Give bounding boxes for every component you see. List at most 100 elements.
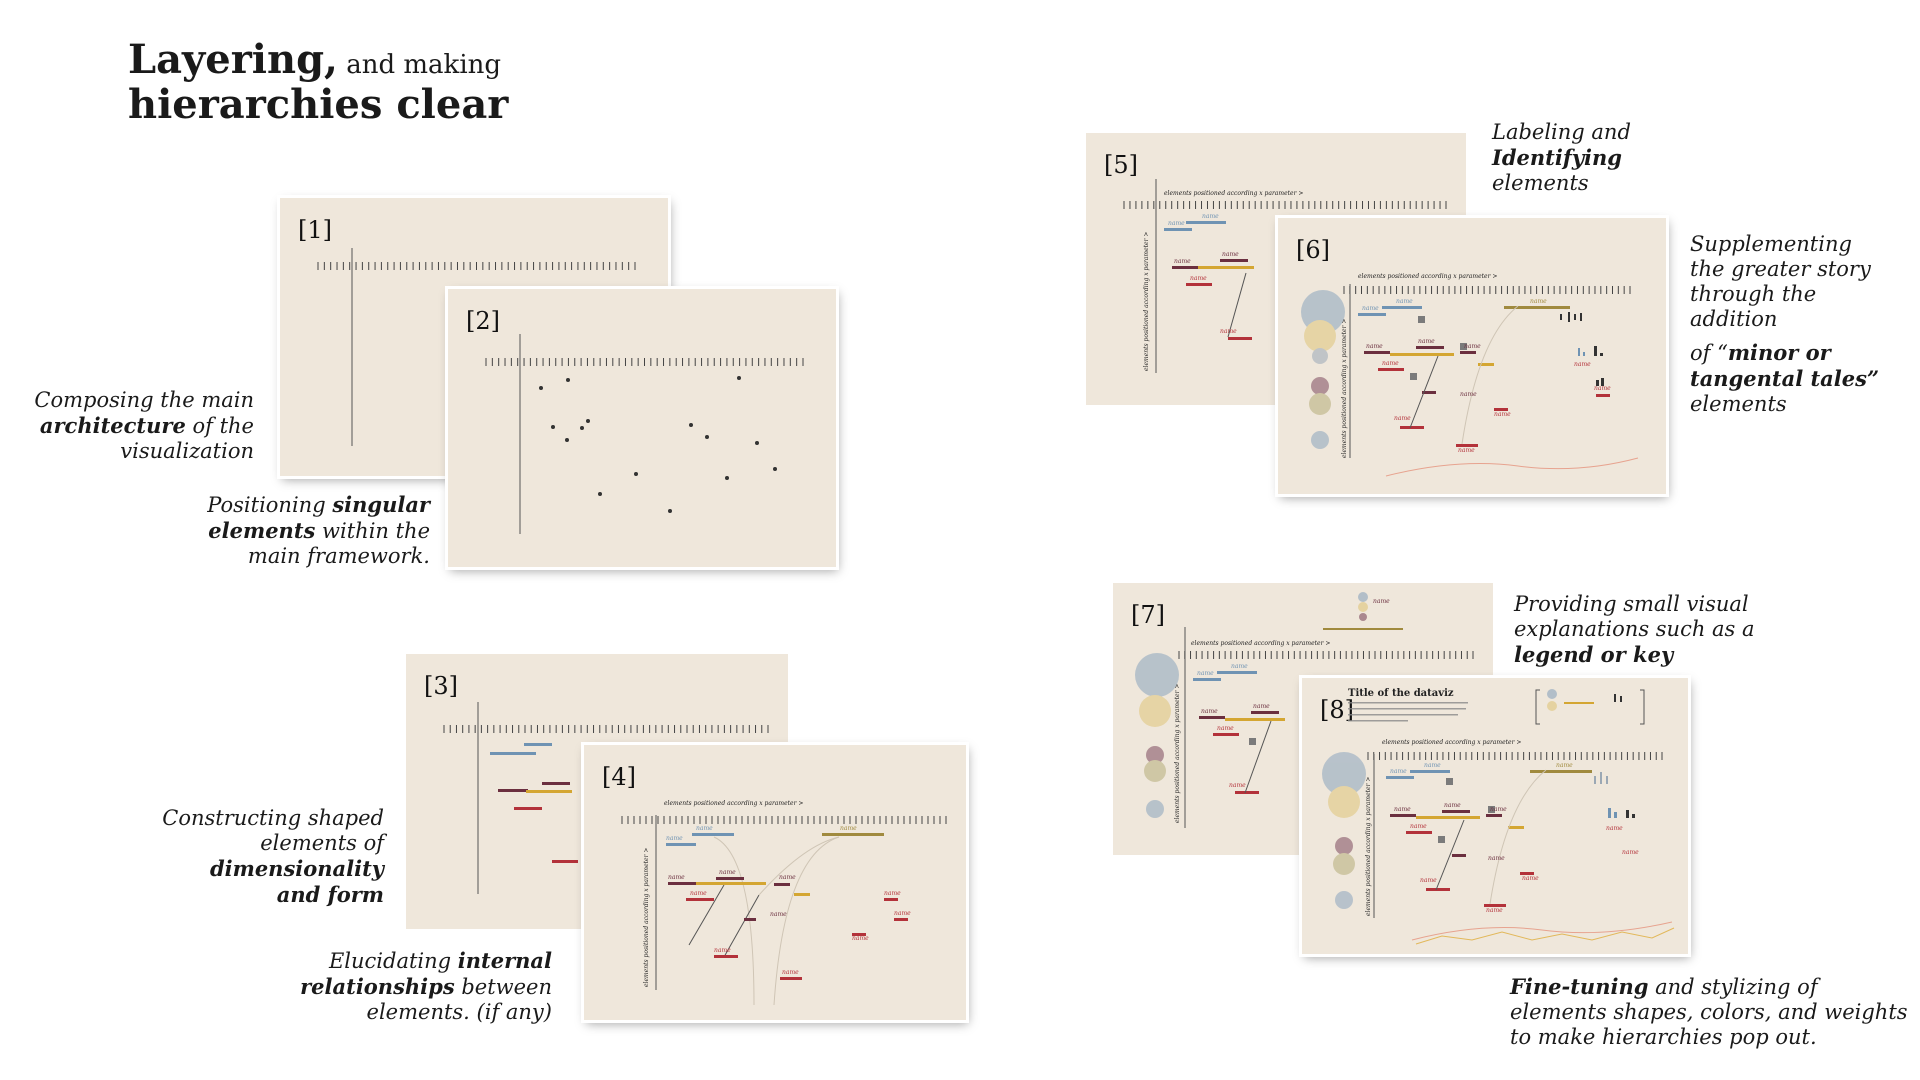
name-label: name [1458, 447, 1475, 454]
x-axis-label: elements positioned according x paramete… [664, 800, 803, 807]
caption-text: addition [1690, 307, 1778, 331]
name-label: name [668, 874, 685, 881]
name-label: name [1217, 725, 1234, 732]
caption-emphasis: elements [208, 518, 316, 543]
name-label: name [1522, 875, 1539, 882]
caption-5: Labeling and Identifying elements [1492, 120, 1692, 196]
name-label: name [1396, 298, 1413, 305]
name-label: name [1490, 806, 1507, 813]
name-label: name [1222, 251, 1239, 258]
x-axis-label: elements positioned according x paramete… [1191, 640, 1330, 647]
caption-4: Elucidating internal relationships betwe… [258, 948, 552, 1025]
name-label: name [1420, 877, 1437, 884]
caption-emphasis: legend or key [1514, 642, 1674, 667]
page-title: Layering, and making hierarchies clear [128, 37, 509, 128]
x-axis-label: elements positioned according x paramete… [1164, 190, 1303, 197]
caption-emphasis: singular [332, 492, 430, 517]
axis-ticks [1367, 752, 1663, 760]
caption-text: to make hierarchies pop out. [1510, 1025, 1817, 1049]
caption-text: through the [1690, 282, 1817, 306]
panel-2-graphic [485, 334, 804, 534]
name-label: name [1362, 305, 1379, 312]
name-label: name [1202, 213, 1219, 220]
panel-number: [6] [1296, 236, 1330, 264]
name-label: name [1220, 328, 1237, 335]
caption-7: Providing small visual explanations such… [1514, 592, 1774, 668]
name-label: name [1390, 768, 1407, 775]
panel-number: [4] [602, 763, 636, 791]
caption-text: Providing small visual [1514, 592, 1749, 616]
panel-number: [2] [466, 307, 500, 335]
axis-ticks [1123, 201, 1447, 209]
y-axis-label: elements positioned according x paramete… [1174, 684, 1181, 823]
caption-text: within the [315, 519, 430, 543]
caption-text: Labeling and [1492, 120, 1631, 144]
panel-3-graphic [443, 702, 769, 894]
name-label: name [884, 890, 901, 897]
panel-number: [1] [298, 216, 332, 244]
name-label: name [1622, 849, 1639, 856]
name-label: name [1488, 855, 1505, 862]
panel-2: [2] [448, 289, 836, 567]
panel-6-graphic: elements positioned according x paramete… [1301, 273, 1639, 477]
caption-emphasis: minor or [1727, 340, 1831, 365]
name-label: name [1444, 802, 1461, 809]
caption-text: the greater story [1690, 257, 1871, 281]
name-label: name [714, 947, 731, 954]
caption-text: visualization [120, 439, 254, 463]
name-label: name [1464, 343, 1481, 350]
name-label: name [1168, 220, 1185, 227]
name-label: name [1366, 343, 1383, 350]
caption-text: of the [185, 414, 255, 438]
panel-4-graphic: elements positioned according x paramete… [621, 800, 947, 1006]
name-label: name [690, 890, 707, 897]
name-label: name [782, 969, 799, 976]
name-label: name [1410, 823, 1427, 830]
panel-4: [4] elements positioned according x para… [584, 745, 966, 1020]
caption-6: Supplementing the greater story through … [1690, 232, 1912, 417]
title-line2: hierarchies clear [128, 80, 509, 128]
name-label: name [1530, 298, 1547, 305]
axis-ticks [485, 358, 804, 366]
y-axis-label: elements positioned according x paramete… [1143, 232, 1150, 371]
caption-emphasis: Fine-tuning [1510, 974, 1649, 999]
name-label: name [1197, 670, 1214, 677]
y-axis-label: elements positioned according x paramete… [643, 848, 650, 987]
caption-emphasis: dimensionality [209, 856, 384, 881]
panel-7-graphic: elements positioned according x paramete… [1135, 592, 1474, 828]
panel-1-graphic [317, 248, 636, 446]
name-label: name [770, 911, 787, 918]
name-label: name [1486, 907, 1503, 914]
title-rest: and making [337, 50, 502, 80]
name-label: name [1460, 391, 1477, 398]
name-label: name [1574, 361, 1591, 368]
name-label: name [1231, 663, 1248, 670]
panel-number: [8] [1320, 696, 1354, 724]
name-label: name [1556, 762, 1573, 769]
name-label: name [719, 869, 736, 876]
panel-8: [8] Title of the dataviz elements positi… [1302, 678, 1688, 954]
name-label: name [779, 874, 796, 881]
name-label: name [1606, 825, 1623, 832]
name-label: name [852, 935, 869, 942]
caption-text: Supplementing [1690, 232, 1852, 256]
panel-8-graphic: Title of the dataviz elements positioned… [1322, 688, 1675, 945]
panel-5-graphic: elements positioned according x paramete… [1123, 179, 1447, 373]
name-label: name [696, 825, 713, 832]
name-label: name [1394, 415, 1411, 422]
name-label: name [1190, 275, 1207, 282]
viz-title: Title of the dataviz [1348, 688, 1454, 699]
caption-emphasis: architecture [39, 413, 186, 438]
caption-text: between [454, 975, 552, 999]
axis-ticks [1343, 286, 1631, 294]
caption-emphasis: tangental tales” [1690, 366, 1880, 391]
name-label: name [1424, 762, 1441, 769]
panel-6: [6] elements positioned according x para… [1278, 218, 1666, 494]
name-label: name [1253, 703, 1270, 710]
caption-text: main framework. [247, 544, 430, 568]
name-label: name [1494, 411, 1511, 418]
caption-text: and stylizing of [1648, 975, 1818, 999]
caption-text: elements [1492, 171, 1589, 195]
x-axis-label: elements positioned according x paramete… [1358, 273, 1497, 280]
y-axis-label: elements positioned according x paramete… [1341, 319, 1348, 458]
